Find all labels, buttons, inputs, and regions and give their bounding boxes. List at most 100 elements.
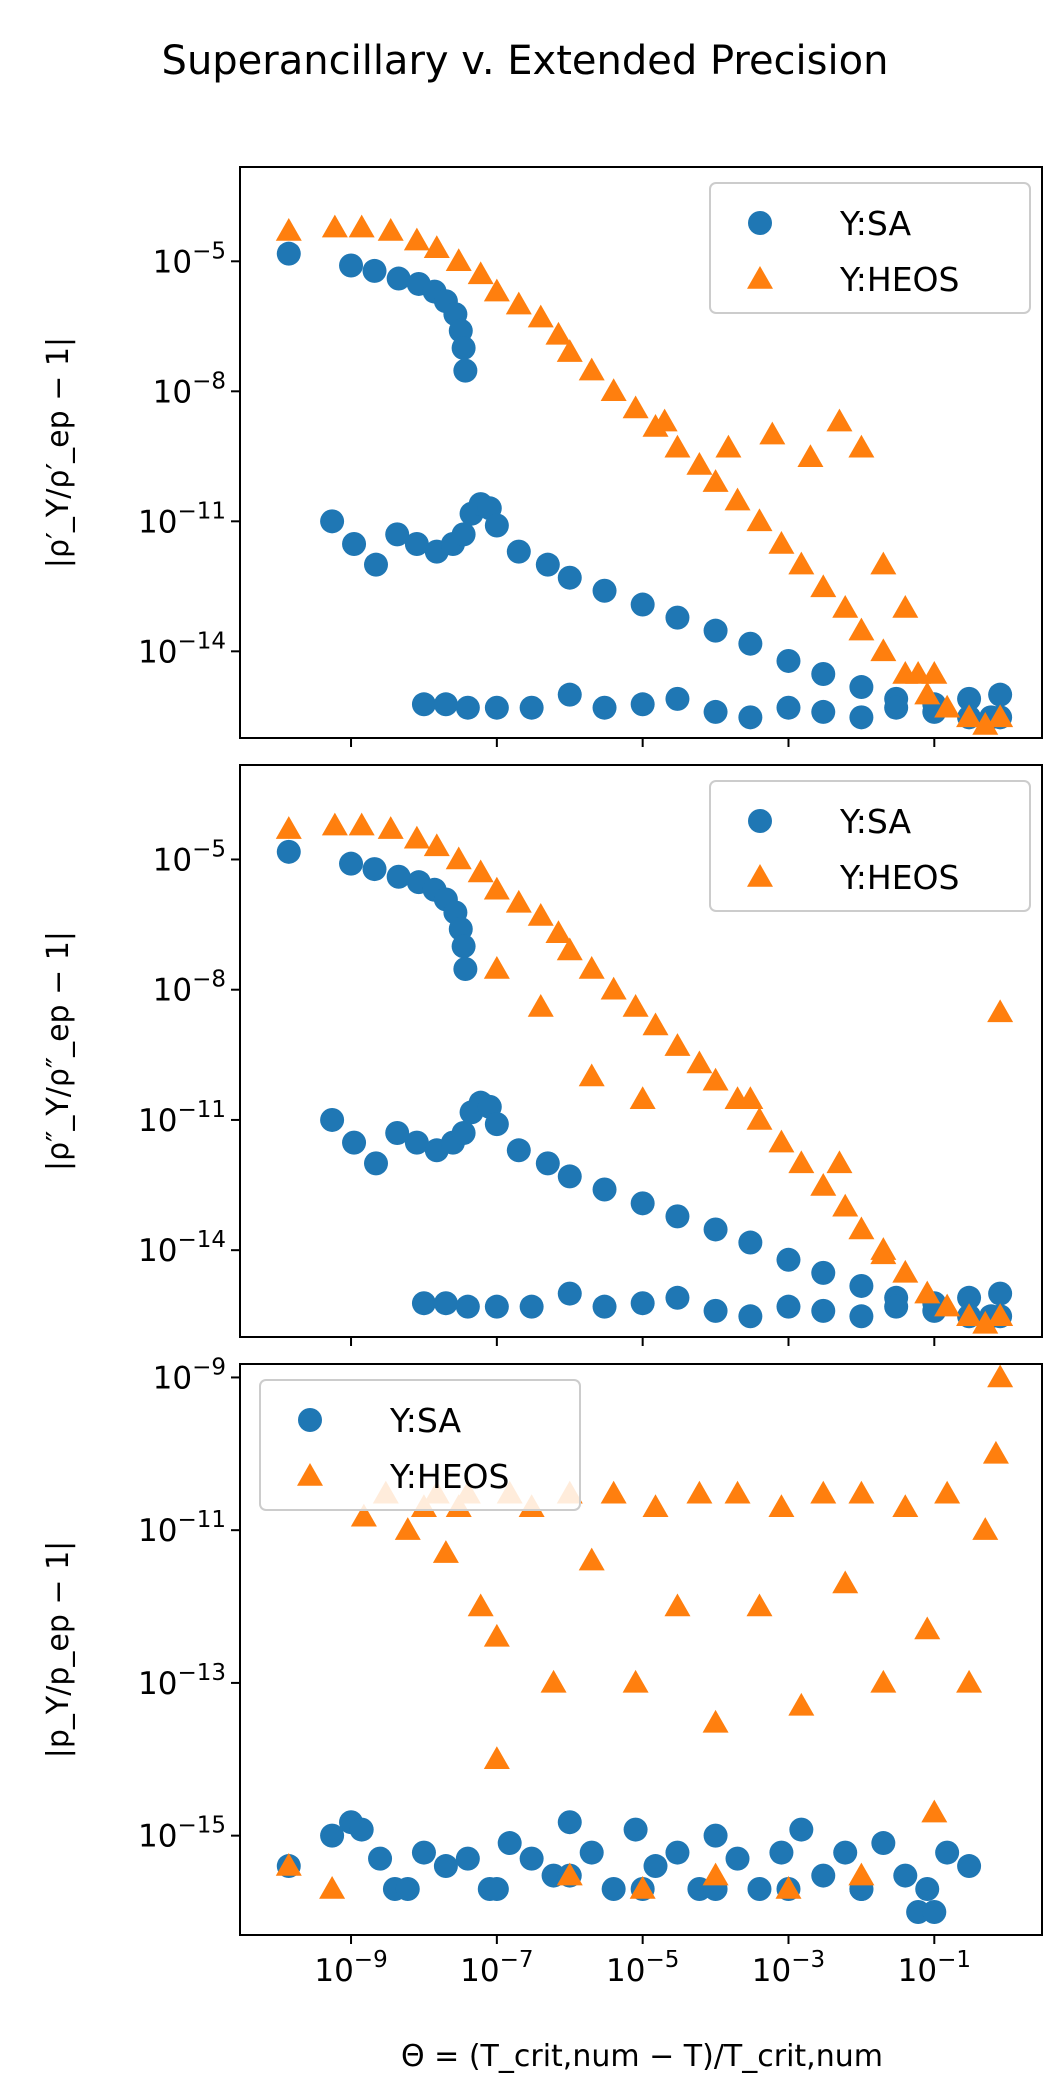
data-point-sa [957, 1854, 982, 1879]
legend: Y:SA Y:HEOS [259, 1379, 581, 1511]
legend-box [709, 780, 1031, 912]
data-point-heos [348, 812, 375, 836]
data-point-sa [395, 1877, 420, 1902]
data-point-heos [702, 1862, 729, 1886]
data-point-sa [506, 539, 531, 564]
data-point-heos [914, 1616, 941, 1640]
data-point-sa [433, 1291, 458, 1316]
data-point-heos [870, 1241, 897, 1265]
data-point-sa [557, 565, 582, 590]
data-point-heos [600, 378, 627, 402]
data-point-sa [592, 695, 617, 720]
data-point-heos [848, 1216, 875, 1240]
data-point-heos [746, 508, 773, 532]
data-point-sa [623, 1817, 648, 1842]
data-point-sa [519, 1846, 544, 1871]
data-point-sa [988, 682, 1013, 707]
legend-label: Y:SA [839, 204, 911, 243]
data-point-sa [738, 1230, 763, 1255]
legend-marker-sa [748, 809, 772, 833]
data-point-sa [451, 335, 476, 360]
data-point-sa [849, 705, 874, 730]
data-point-sa [665, 605, 690, 630]
data-point-sa [703, 618, 728, 643]
y-tick-label: 10−5 [153, 238, 226, 280]
data-point-heos [483, 955, 510, 979]
series-heos [275, 812, 1014, 1334]
data-point-sa [362, 857, 387, 882]
data-point-sa [592, 578, 617, 603]
data-point-sa [363, 1151, 388, 1176]
data-point-heos [483, 278, 510, 302]
data-point-sa [592, 1294, 617, 1319]
data-point-sa [320, 509, 345, 534]
plot-area [275, 214, 1014, 735]
data-point-heos [914, 1280, 941, 1304]
axes-frame [239, 1363, 1043, 1936]
data-point-heos [987, 1303, 1014, 1327]
data-point-sa [497, 1831, 522, 1856]
data-point-heos [622, 395, 649, 419]
legend-marker-heos [747, 864, 773, 887]
data-point-heos [403, 825, 430, 849]
data-point-heos [578, 1063, 605, 1087]
data-point-sa [506, 1138, 531, 1163]
data-point-sa [665, 1840, 690, 1865]
data-point-sa [404, 531, 429, 556]
data-point-heos [275, 218, 302, 241]
y-tick-label: 10−13 [138, 1660, 226, 1702]
data-point-heos [892, 1494, 919, 1517]
data-point-heos [629, 1876, 656, 1899]
data-point-heos [445, 248, 472, 272]
data-point-sa [320, 1823, 345, 1848]
y-tick-label: 10−8 [153, 368, 226, 410]
data-point-sa [643, 1854, 668, 1879]
data-point-heos [350, 1503, 377, 1527]
legend-box [259, 1379, 581, 1511]
y-tick-label: 10−14 [138, 1227, 226, 1269]
y-tick-label: 10−11 [138, 1507, 226, 1549]
data-point-sa [455, 1846, 480, 1871]
data-point-sa [884, 1294, 909, 1319]
data-point-heos [972, 711, 999, 735]
data-point-heos [972, 1310, 999, 1334]
data-point-heos [319, 1876, 346, 1899]
data-point-heos [810, 1480, 837, 1504]
data-point-sa [871, 1831, 896, 1856]
data-point-heos [540, 1669, 567, 1693]
data-point-heos [664, 1593, 691, 1617]
legend: Y:SA Y:HEOS [709, 780, 1031, 912]
data-point-sa [747, 1877, 772, 1902]
data-point-sa [849, 675, 874, 700]
data-point-heos [321, 812, 348, 836]
data-point-sa [433, 692, 458, 717]
data-point-sa [935, 1840, 960, 1865]
data-point-sa [789, 1817, 814, 1842]
data-point-heos [651, 408, 678, 432]
data-point-heos [445, 846, 472, 870]
data-point-heos [914, 681, 941, 705]
data-point-heos [870, 1669, 897, 1693]
axes-frame [239, 166, 1043, 739]
panel-bottom: 10−9 10−7 10−5 10−3 10−1 10−9 10−11 10−13 10−15 |… [41, 1354, 1043, 1989]
data-point-sa [519, 1294, 544, 1319]
data-point-heos [578, 955, 605, 979]
data-point-heos [467, 261, 494, 285]
data-point-sa [776, 1294, 801, 1319]
x-tick-label: 10−3 [752, 1947, 825, 1989]
data-point-heos [788, 1150, 815, 1174]
data-point-sa [811, 1863, 836, 1888]
data-point-heos [759, 421, 786, 445]
data-point-sa [386, 266, 411, 291]
data-point-sa [811, 1260, 836, 1285]
plot-area [275, 812, 1014, 1334]
data-point-heos [556, 1862, 583, 1886]
data-point-sa [453, 956, 478, 981]
data-point-heos [686, 1480, 713, 1504]
data-point-sa [484, 513, 509, 538]
data-point-heos [483, 1746, 510, 1770]
data-point-heos [826, 408, 853, 432]
data-point-sa [276, 241, 301, 266]
data-point-sa [455, 1294, 480, 1319]
